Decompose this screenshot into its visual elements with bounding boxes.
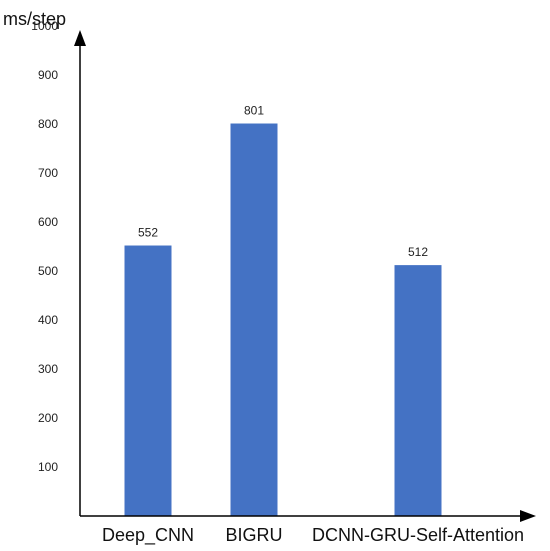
y-tick-label: 800 — [38, 117, 58, 131]
data-label: 512 — [408, 245, 428, 259]
y-tick-label: 700 — [38, 166, 58, 180]
y-axis-title: ms/step — [3, 9, 66, 29]
y-tick-label: 400 — [38, 313, 58, 327]
y-axis-arrow — [74, 30, 86, 46]
y-tick-labels: 100 200 300 400 500 600 700 800 900 1000 — [31, 19, 58, 474]
y-tick-label: 600 — [38, 215, 58, 229]
bar — [394, 265, 442, 516]
y-tick-label: 200 — [38, 411, 58, 425]
y-tick-label: 100 — [38, 460, 58, 474]
y-tick-label: 900 — [38, 68, 58, 82]
category-label: DCNN-GRU-Self-Attention — [312, 525, 524, 545]
x-axis-arrow — [520, 510, 536, 522]
category-label: BIGRU — [225, 525, 282, 545]
y-tick-label: 300 — [38, 362, 58, 376]
data-label: 552 — [138, 226, 158, 240]
y-tick-label: 1000 — [31, 19, 58, 33]
data-labels: 552 801 512 — [138, 104, 428, 260]
axes — [74, 30, 536, 522]
bars — [124, 123, 442, 516]
category-label: Deep_CNN — [102, 525, 194, 546]
category-labels: Deep_CNN BIGRU DCNN-GRU-Self-Attention — [102, 525, 524, 546]
bar — [230, 123, 278, 516]
y-tick-label: 500 — [38, 264, 58, 278]
data-label: 801 — [244, 104, 264, 118]
bar — [124, 245, 172, 516]
